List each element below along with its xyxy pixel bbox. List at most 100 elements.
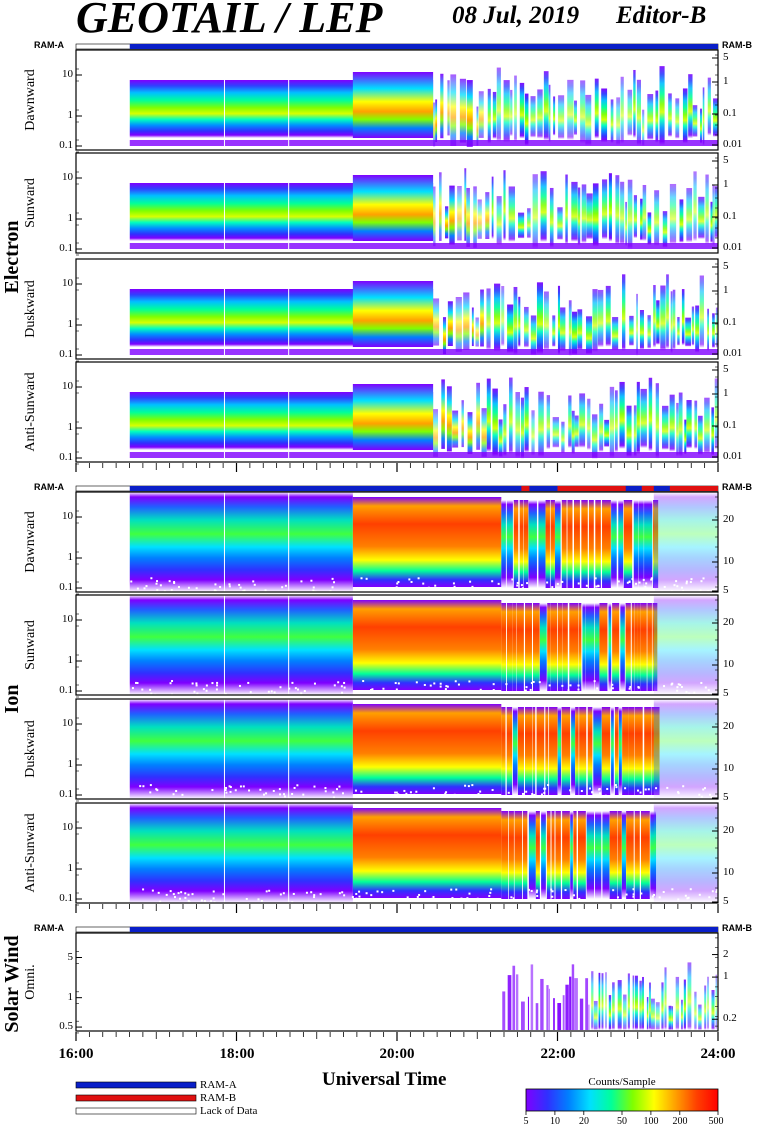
y-right-tick-label: 0.01 <box>723 450 743 462</box>
spectrogram-burst <box>636 293 638 356</box>
spectrogram-gap <box>505 683 508 686</box>
spectrogram-gap <box>238 583 241 586</box>
y-tick-label: 0.1 <box>59 684 73 696</box>
y-right-tick-label: 0.01 <box>723 241 743 253</box>
spectrogram-gap <box>716 585 718 588</box>
spectrogram-burst <box>496 196 502 246</box>
colorbar-tick-label: 100 <box>643 1116 659 1127</box>
panel-ion-anti-sunward <box>75 802 719 906</box>
spectrogram-burst <box>440 73 444 139</box>
legend-swatch-lack-of-data <box>75 1107 197 1115</box>
spectrogram-gap <box>398 797 401 799</box>
spectrogram-burst <box>535 811 540 899</box>
y-right-tick-label: 5 <box>723 260 729 272</box>
spectrogram-gap <box>215 688 218 691</box>
spectrogram-gap <box>431 897 434 900</box>
spectrogram-burst <box>611 500 617 588</box>
spectrogram-burst <box>522 811 528 899</box>
spectrogram-gap <box>418 893 421 896</box>
spectrogram-gap <box>225 786 228 789</box>
spectrogram-burst <box>585 978 589 1031</box>
spectrogram-gap <box>416 895 419 898</box>
spectrogram-gap <box>460 897 463 900</box>
spectrogram-gap <box>163 590 166 592</box>
spectrogram-gap <box>510 896 513 899</box>
spectrogram-burst <box>445 206 449 239</box>
spectrogram-burst <box>555 500 561 588</box>
spectrogram-gap <box>296 784 299 787</box>
spectrogram-burst <box>549 187 554 248</box>
y-tick-label: 5 <box>67 950 74 963</box>
spectrogram-gap <box>429 684 432 687</box>
spectrogram-burst <box>638 500 644 588</box>
spectrogram-burst <box>530 96 536 138</box>
spectrogram-gap <box>629 685 632 688</box>
spectrogram-gap <box>548 684 551 687</box>
spectrogram-burst <box>654 190 660 246</box>
spectrogram-burst <box>518 212 525 239</box>
y-right-tick-label: 1 <box>723 178 729 190</box>
spectrogram-burst <box>636 381 640 455</box>
spectrogram-burst <box>677 317 680 346</box>
spectrogram-gap <box>150 577 153 580</box>
spectrogram-gap <box>292 892 295 895</box>
spectrogram-gap <box>229 790 232 793</box>
spectrogram-gap <box>203 900 206 903</box>
spectrogram-gap <box>624 787 627 790</box>
spectrogram-burst <box>594 78 599 139</box>
panel-ion-dawnward <box>75 491 719 595</box>
spectrogram-gap <box>291 793 294 796</box>
spectrogram-burst <box>622 274 626 352</box>
spectrogram-gap <box>351 896 354 899</box>
spectrogram-gap <box>479 688 482 691</box>
spectrogram-gap <box>471 784 474 787</box>
spectrogram-burst <box>496 67 501 142</box>
group-label-solar-wind: Solar Wind <box>1 935 23 1033</box>
spectrogram-gap <box>484 693 487 695</box>
spectrogram-gap <box>211 789 214 792</box>
spectrogram-burst <box>648 377 653 452</box>
spectrogram-burst <box>507 304 514 354</box>
spectrogram-gap <box>557 693 560 695</box>
spectrogram-burst <box>711 989 715 1031</box>
spectrogram-gap <box>422 582 425 585</box>
spectrogram-gap <box>253 583 256 586</box>
spectrogram-gap <box>525 686 528 689</box>
legend-label-ram-a: RAM-A <box>200 1079 237 1091</box>
spectrogram-gap <box>606 787 609 790</box>
spectrogram-burst <box>705 174 709 245</box>
spectrogram-gap <box>281 586 284 589</box>
spectrogram-burst <box>553 998 555 1031</box>
spectrogram-gap <box>632 888 635 891</box>
spectrogram-gap <box>685 580 688 583</box>
spectrogram-gap <box>249 691 252 694</box>
spectrogram-burst <box>560 307 566 352</box>
spectrogram-gap <box>219 586 222 589</box>
spectrogram-gap <box>551 895 554 898</box>
spectrogram-gap <box>436 692 439 695</box>
spectrogram-gap <box>365 892 368 895</box>
spectrogram-gap <box>680 685 683 688</box>
spectrogram-gap <box>524 689 527 692</box>
spectrogram-gap <box>312 586 315 589</box>
spectrogram-gap <box>341 891 344 894</box>
spectrogram-gap <box>210 900 213 903</box>
spectrogram-gap <box>485 693 488 695</box>
spectrogram-gap <box>343 686 346 689</box>
spectrogram-burst <box>640 198 643 241</box>
spectrogram-gap <box>688 692 691 695</box>
spectrogram-burst <box>656 300 660 345</box>
spectrogram-gap <box>234 789 237 792</box>
spectrogram-gap <box>715 890 718 893</box>
spectrogram-gap <box>343 681 346 684</box>
spectrogram-burst <box>466 187 470 247</box>
spectrogram-gap <box>703 787 706 790</box>
spectrogram-gap <box>523 794 526 797</box>
spectrogram-gap <box>294 687 297 690</box>
spectrogram-gap <box>362 680 365 683</box>
spectrogram-burst <box>609 811 618 899</box>
spectrogram-gap <box>623 899 626 902</box>
spectrogram-burst <box>647 212 652 245</box>
spectrogram-gap <box>653 893 656 896</box>
spectrogram-gap <box>415 790 418 793</box>
